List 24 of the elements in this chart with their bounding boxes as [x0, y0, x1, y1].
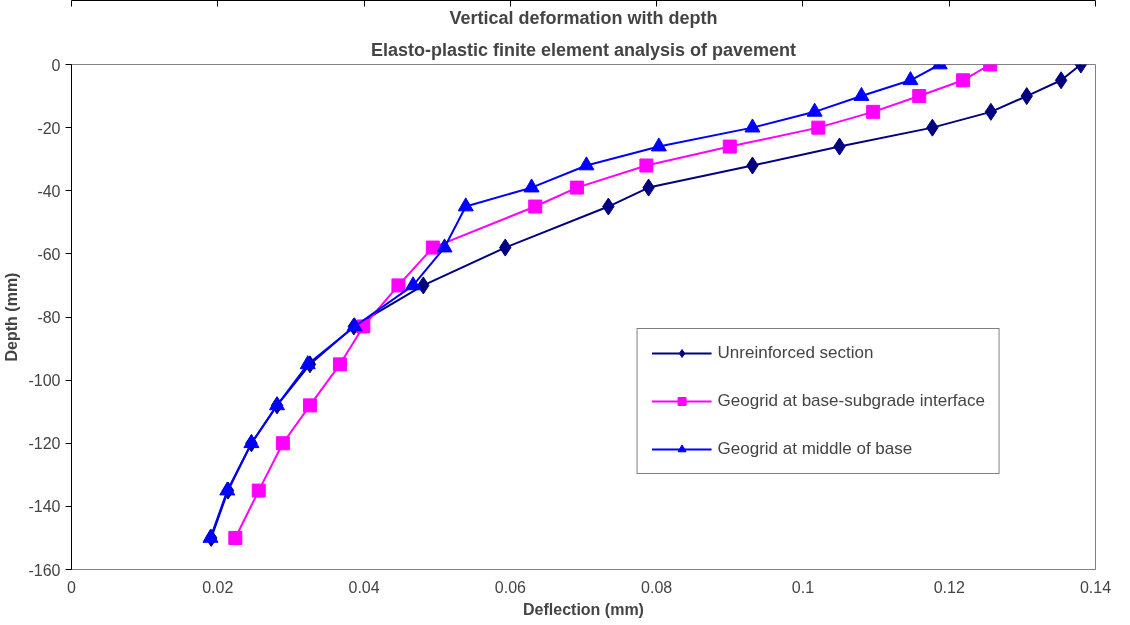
legend-label: Unreinforced section: [717, 343, 874, 363]
chart-subtitle: Elasto-plastic finite element analysis of pavement: [370, 39, 797, 60]
x-tick-label: 0: [67, 578, 77, 596]
y-tick-label: -100: [28, 372, 61, 390]
x-tick-label: 0.12: [933, 578, 965, 596]
legend-label: Geogrid at middle of base: [717, 439, 913, 459]
x-tick-label: 0.02: [202, 578, 234, 596]
y-tick-label: -80: [37, 309, 61, 326]
y-tick-label: -140: [28, 498, 61, 516]
x-tick-label: 0.04: [348, 578, 380, 596]
x-tick-label: 0.06: [494, 578, 527, 596]
y-tick-label: -120: [28, 435, 61, 453]
y-tick-label: -60: [37, 245, 61, 263]
x-tick-label: 0.14: [1079, 578, 1112, 596]
y-tick-label: -20: [37, 119, 61, 137]
legend-label: Geogrid at base-subgrade interface: [717, 391, 985, 411]
y-axis-title: Depth (mm): [3, 272, 21, 362]
chart-title: Vertical deformation with depth: [449, 7, 718, 28]
x-axis-title: Deflection (mm): [523, 600, 644, 618]
y-tick-label: 0: [51, 56, 61, 74]
y-tick-label: -40: [37, 182, 61, 200]
x-tick-label: 0.08: [641, 578, 673, 596]
y-tick-label: -160: [28, 561, 61, 579]
x-tick-label: 0.1: [791, 578, 815, 596]
